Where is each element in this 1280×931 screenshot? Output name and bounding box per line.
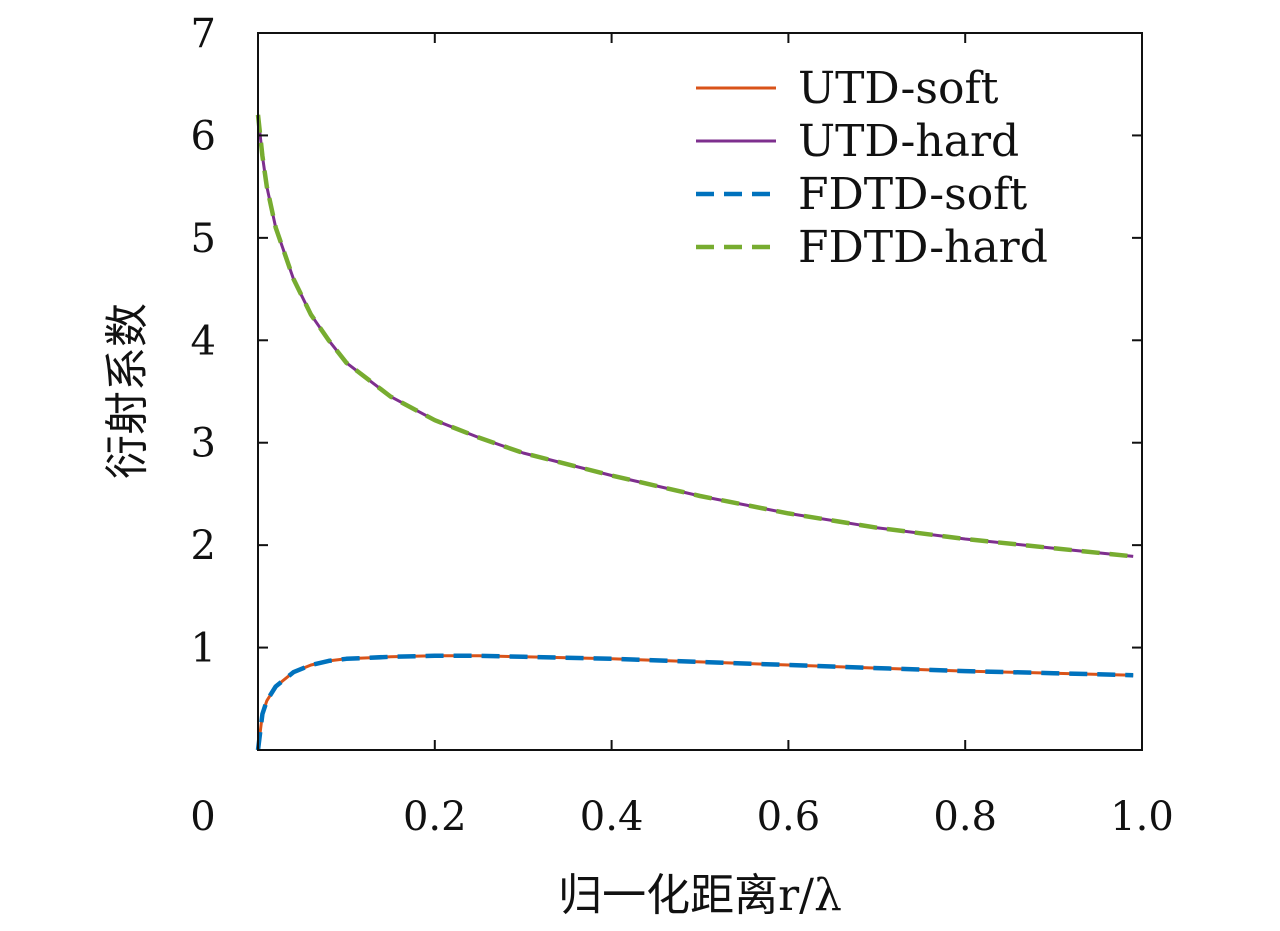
- x-axis-label: 归一化距离r/λ: [558, 870, 842, 921]
- y-axis-label: 衍射系数: [102, 303, 153, 479]
- x-tick-label: 1.0: [1110, 794, 1174, 840]
- legend-label-utd-hard: UTD-hard: [798, 116, 1019, 167]
- x-tick-label: 0.2: [403, 794, 467, 840]
- x-tick-label: 0.8: [933, 794, 997, 840]
- x-tick-label: 0: [190, 794, 215, 840]
- y-tick-label: 6: [191, 113, 216, 159]
- y-tick-label: 1: [191, 626, 216, 672]
- legend-label-fdtd-soft: FDTD-soft: [798, 169, 1027, 220]
- y-tick-label: 3: [191, 421, 216, 467]
- x-tick-label: 0.4: [580, 794, 644, 840]
- legend-label-fdtd-hard: FDTD-hard: [798, 222, 1048, 273]
- series-line-fdtd-hard: [255, 114, 1134, 559]
- y-tick-label: 7: [191, 11, 216, 57]
- series-layer: [255, 114, 1134, 751]
- series-line-fdtd-soft: [255, 653, 1134, 751]
- y-tick-label: 2: [191, 523, 216, 569]
- plot-frame: [257, 32, 1143, 751]
- x-tick-label: 0.6: [757, 794, 821, 840]
- legend-label-utd-soft: UTD-soft: [798, 63, 999, 114]
- y-tick-label: 4: [191, 318, 216, 364]
- y-tick-label: 5: [191, 216, 216, 262]
- ticks-layer: 0 0.2 0.4 0.6 0.8 1.0 1 2 3 4 5 6 7: [190, 11, 1174, 840]
